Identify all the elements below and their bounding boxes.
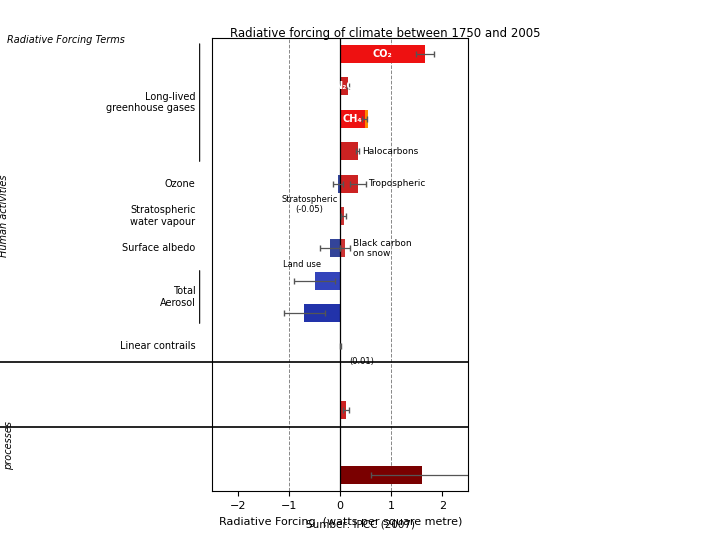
Bar (315, 272, 340, 289)
Text: Stratospheric
(-0.05): Stratospheric (-0.05) (282, 195, 338, 214)
Text: dari manusia: dari manusia (572, 162, 694, 177)
Bar (340, 45, 425, 63)
Text: Sumber: IPCC (2007): Sumber: IPCC (2007) (305, 519, 415, 529)
Text: (radiasi matahari).: (radiasi matahari). (488, 270, 657, 285)
Bar (340, 110, 365, 128)
Text: Komponen: Komponen (488, 108, 590, 123)
Text: Linear contrails: Linear contrails (120, 341, 195, 350)
Bar (340, 143, 358, 160)
Text: Radiative forcing of climate between 1750 and 2005: Radiative forcing of climate between 175… (230, 27, 541, 40)
Text: Halocarbons: Halocarbons (361, 147, 418, 156)
Text: Natural
processes: Natural processes (0, 421, 14, 470)
Text: Land use: Land use (283, 260, 321, 269)
Bar (340, 467, 422, 484)
Bar (340, 207, 343, 225)
Bar (340, 175, 358, 193)
Text: Tropospheric: Tropospheric (369, 179, 426, 188)
Text: (0.01): (0.01) (349, 357, 374, 366)
Text: Surface albedo: Surface albedo (122, 244, 195, 253)
Text: Radiative Forcing Terms: Radiative Forcing Terms (7, 35, 125, 45)
Text: CO₂: CO₂ (373, 49, 392, 59)
Bar (305, 305, 340, 322)
Text: Ozone: Ozone (165, 179, 195, 188)
X-axis label: Radiative Forcing  (watts per square metre): Radiative Forcing (watts per square metr… (218, 517, 462, 526)
Bar (330, 240, 340, 258)
Text: forcing: forcing (488, 162, 552, 177)
Bar (338, 175, 340, 193)
Text: N₂O: N₂O (334, 82, 355, 91)
Text: Black carbon
on snow: Black carbon on snow (353, 239, 412, 258)
Text: Long-lived
greenhouse gases: Long-lived greenhouse gases (107, 92, 195, 113)
Text: Total
Aerosol: Total Aerosol (160, 286, 195, 308)
Text: Stratospheric
water vapour: Stratospheric water vapour (130, 205, 195, 227)
Bar (340, 240, 346, 258)
Bar (340, 402, 346, 420)
Bar (365, 110, 368, 128)
Text: Human activities: Human activities (0, 175, 9, 257)
Text: dan alam: dan alam (488, 216, 571, 231)
Text: CH₄: CH₄ (343, 114, 362, 124)
Text: radiative: radiative (601, 108, 683, 123)
Bar (340, 78, 348, 96)
